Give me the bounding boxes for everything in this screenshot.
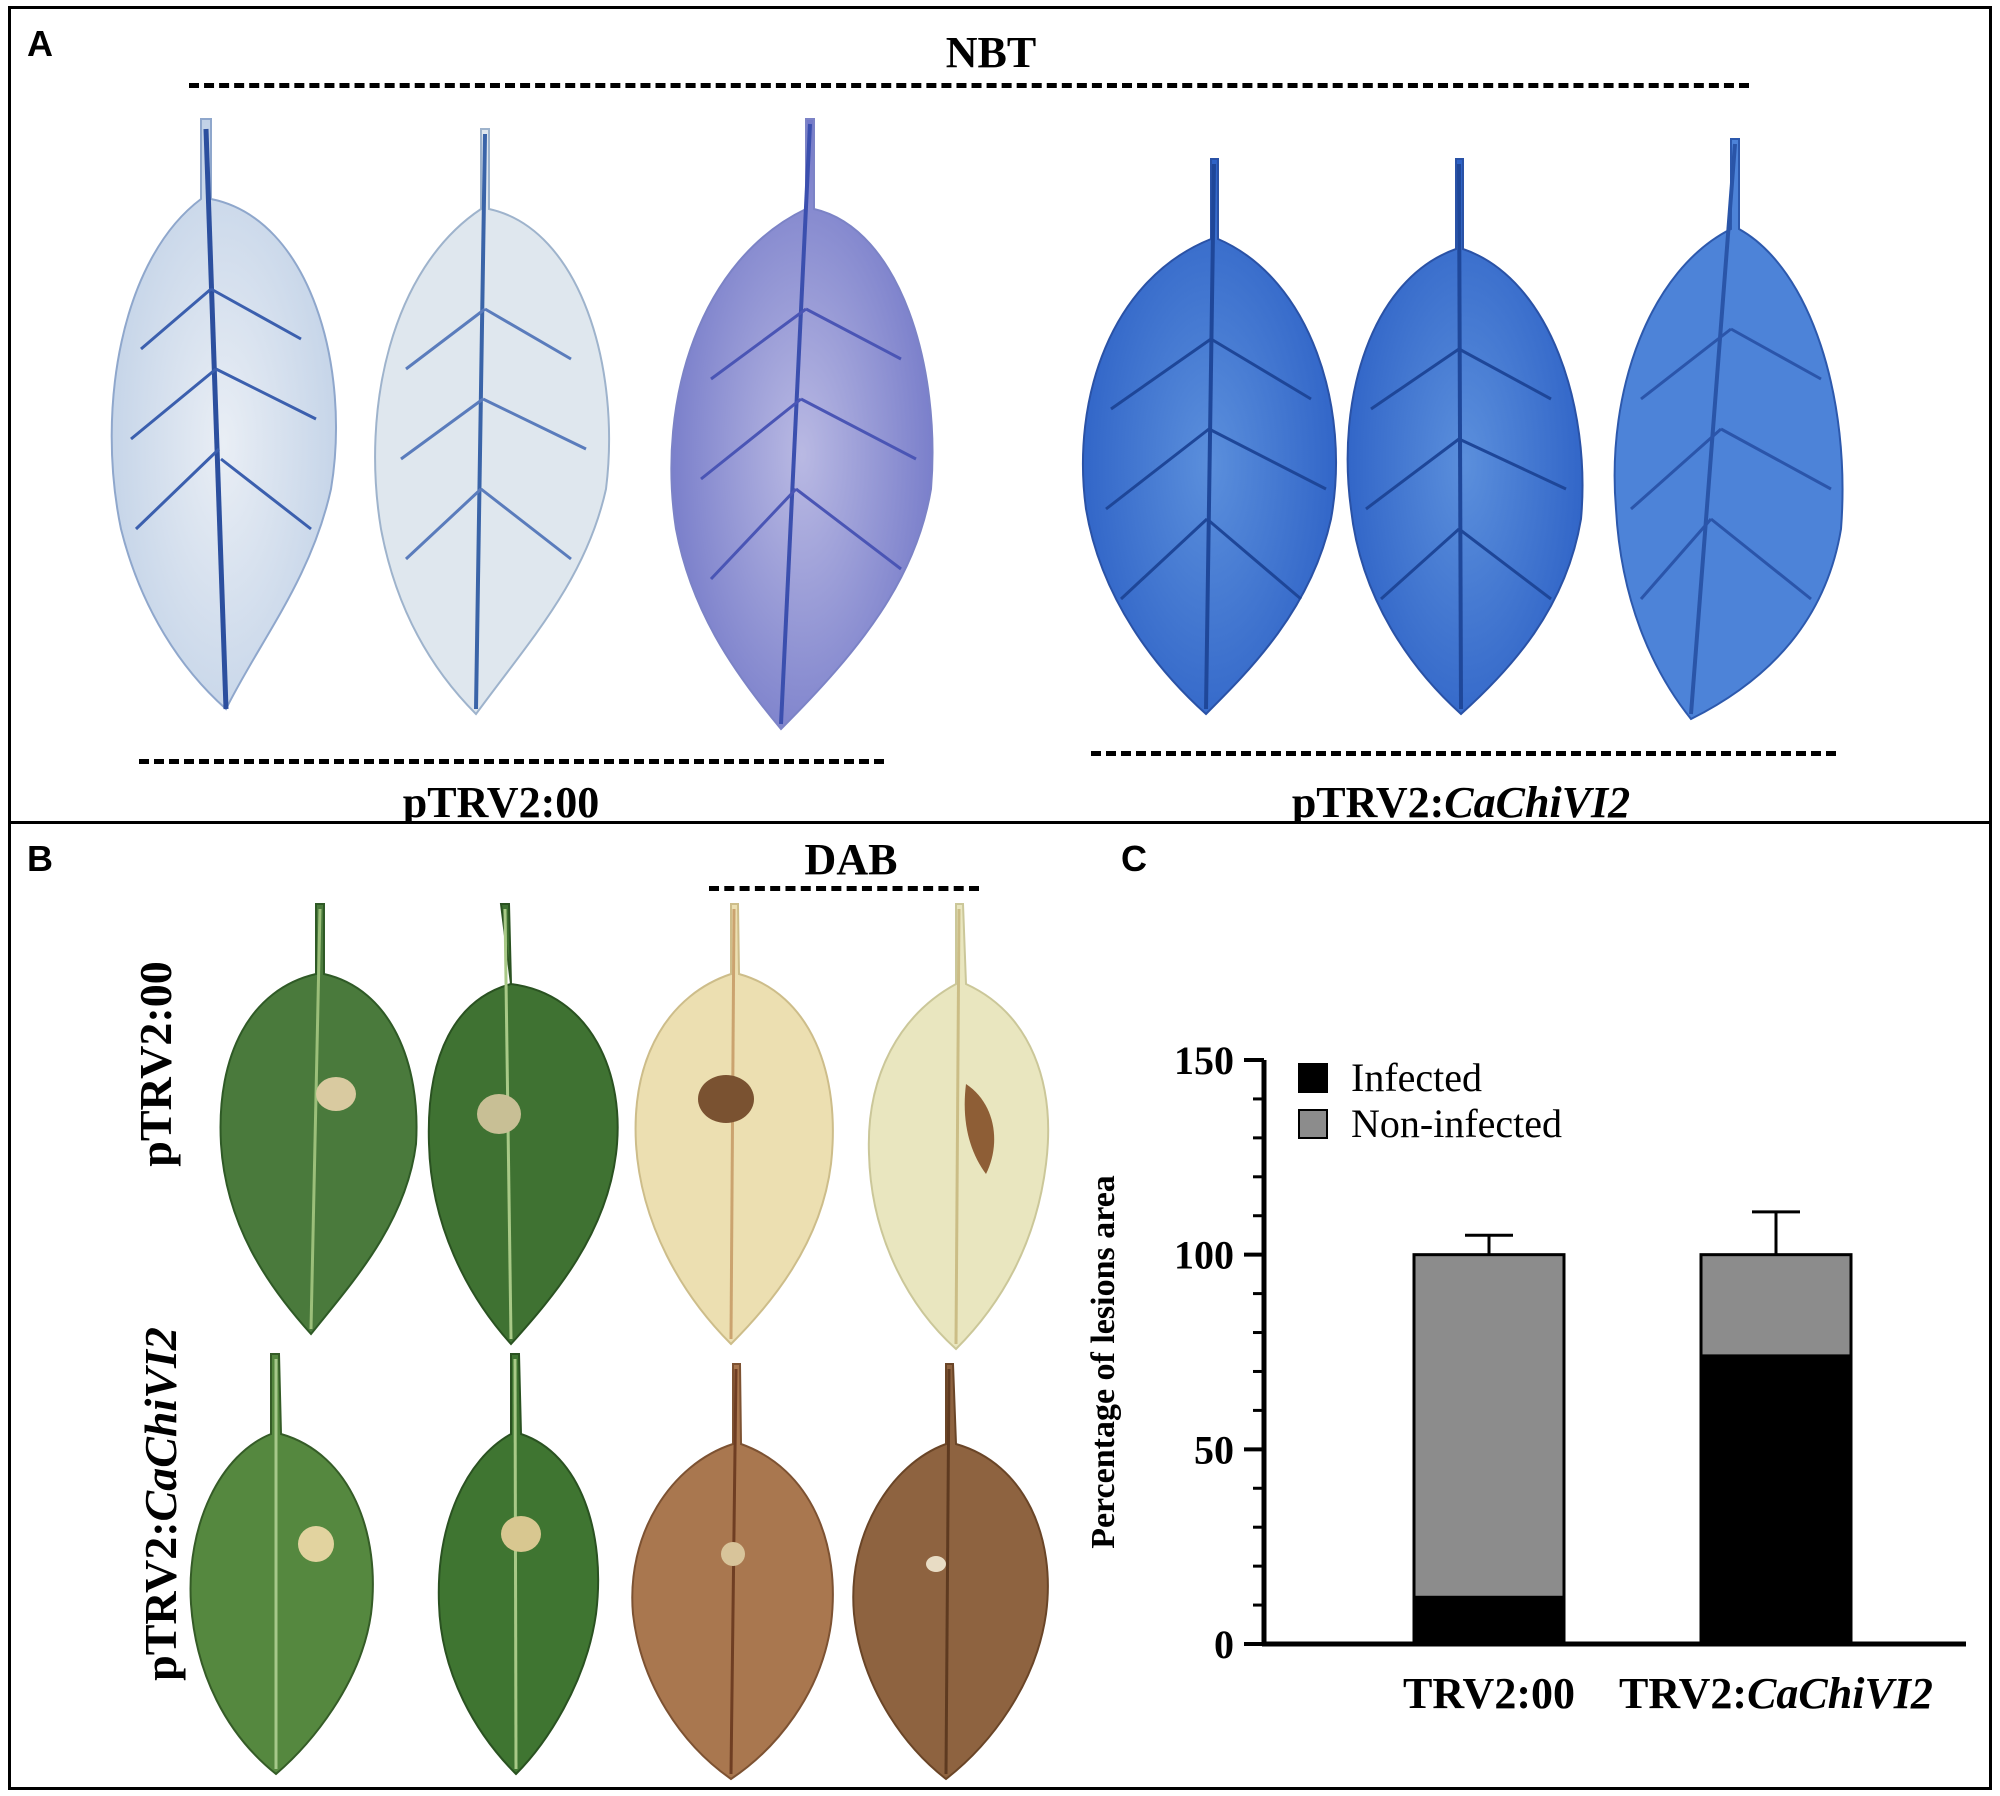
panel-bc: B DAB pTRV2:00 pTRV2:CaChiVI2 (8, 821, 1992, 1790)
x-tick-label-0: TRV2:00 (1403, 1669, 1575, 1718)
dab-leaf-control-green-2 (427, 903, 619, 1346)
nbt-title: NBT (945, 28, 1037, 77)
legend-swatch-0 (1298, 1063, 1328, 1093)
nbt-leaf-silenced-3 (1613, 138, 1844, 721)
legend-label-0: Infected (1351, 1055, 1482, 1100)
nbt-leaf-control-3 (670, 118, 934, 731)
nbt-leaf-control-1 (110, 118, 337, 711)
panel-c-label: C (1121, 838, 1147, 879)
x-tick-label-gene-1: CaChiVI2 (1747, 1669, 1933, 1718)
dab-leaf-control-green-1 (219, 903, 418, 1336)
y-tick-label-3: 150 (1174, 1038, 1234, 1083)
x-tick-label-prefix-1: TRV2: (1619, 1669, 1747, 1718)
x-tick-label-1: TRV2:CaChiVI2 (1619, 1669, 1933, 1718)
y-axis-label: Percentage of lesions area (1085, 1175, 1122, 1549)
dab-title: DAB (804, 835, 898, 884)
dab-leaves (189, 903, 1050, 1781)
bar-non-infected-1 (1699, 1253, 1853, 1358)
y-tick-label-1: 50 (1194, 1427, 1234, 1472)
bar-infected-1 (1699, 1354, 1853, 1646)
nbt-leaves (110, 118, 1844, 731)
nbt-leaf-silenced-2 (1346, 158, 1584, 716)
legend-label-1: Non-infected (1351, 1101, 1562, 1146)
dab-leaf-silenced-green-1 (189, 1353, 374, 1776)
silenced-dashed-line (1091, 751, 1836, 756)
nbt-dashed-line (189, 83, 1749, 88)
y-tick-label-2: 100 (1174, 1233, 1234, 1278)
panel-b-label: B (27, 838, 53, 879)
dab-leaf-silenced-dab-2 (852, 1363, 1049, 1781)
y-tick-label-0: 0 (1214, 1622, 1234, 1667)
dab-leaf-control-dab-1 (634, 903, 834, 1346)
lesion-chart: 0 50 100 150 Percentage of lesions area TRV2:… (1085, 1038, 1966, 1718)
control-dashed-line (139, 759, 884, 764)
nbt-leaf-silenced-1 (1082, 158, 1338, 716)
legend-swatch-1 (1298, 1109, 1328, 1139)
group-label-silenced-prefix: pTRV2: (1291, 778, 1445, 827)
panel-a: A NBT (8, 6, 1992, 827)
group-label-silenced: pTRV2:CaChiVI2 (1261, 777, 1661, 828)
bar-infected-0 (1412, 1595, 1566, 1646)
dab-leaf-silenced-green-2 (437, 1353, 600, 1776)
dab-leaf-silenced-dab-1 (631, 1363, 834, 1781)
panel-a-label: A (27, 23, 53, 64)
nbt-leaf-control-2 (374, 128, 611, 716)
group-label-silenced-gene: CaChiVI2 (1444, 778, 1631, 827)
dab-leaf-control-dab-2 (867, 903, 1050, 1351)
dab-dashed-line (709, 886, 979, 891)
bar-non-infected-0 (1412, 1253, 1566, 1599)
group-label-control: pTRV2:00 (402, 778, 600, 827)
